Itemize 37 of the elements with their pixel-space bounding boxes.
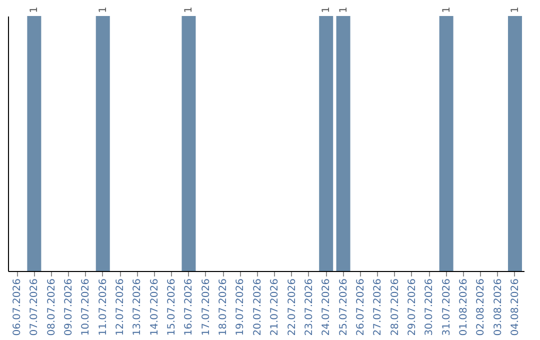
data-label: 1: [338, 6, 350, 13]
x-tick-label: 06.07.2026: [12, 278, 24, 336]
x-tick-label: 04.08.2026: [510, 278, 521, 336]
x-tick-label: 16.07.2026: [184, 278, 195, 336]
x-tick-label: 08.07.2026: [46, 278, 58, 336]
x-tick-label: 03.08.2026: [492, 278, 504, 336]
x-tick-label: 26.07.2026: [355, 278, 366, 336]
x-tick-label: 17.07.2026: [200, 278, 212, 336]
x-tick-label: 24.07.2026: [321, 278, 332, 336]
x-tick-label: 09.07.2026: [64, 278, 75, 336]
x-tick-label: 20.07.2026: [252, 278, 264, 336]
x-tick-label: 18.07.2026: [218, 278, 230, 336]
x-tick-label: 11.07.2026: [98, 278, 109, 336]
x-tick-label: 23.07.2026: [304, 278, 315, 336]
data-label: 1: [441, 6, 452, 13]
x-tick-label: 28.07.2026: [390, 278, 401, 336]
x-tick-label: 19.07.2026: [235, 278, 246, 336]
data-label: 1: [184, 6, 195, 13]
x-tick-label: 31.07.2026: [441, 278, 452, 336]
x-tick-label: 10.07.2026: [80, 278, 92, 336]
data-label: 1: [98, 6, 109, 13]
x-tick-label: 21.07.2026: [270, 278, 281, 336]
data-label: 1: [510, 6, 521, 13]
data-label: 1: [321, 6, 332, 13]
x-tick-label: 27.07.2026: [372, 278, 384, 336]
x-tick-label: 15.07.2026: [166, 278, 178, 336]
x-tick-label: 29.07.2026: [406, 278, 418, 336]
x-tick-label: 12.07.2026: [115, 278, 126, 336]
x-tick-label: 30.07.2026: [424, 278, 436, 336]
x-tick-label: 14.07.2026: [149, 278, 160, 336]
data-label: 1: [29, 6, 40, 13]
x-tick-label: 07.07.2026: [29, 278, 40, 336]
x-tick-label: 01.08.2026: [458, 278, 470, 336]
x-tick-label: 13.07.2026: [132, 278, 144, 336]
x-tick-label: 02.08.2026: [476, 278, 487, 336]
x-tick-label: 22.07.2026: [286, 278, 298, 336]
x-tick-label: 25.07.2026: [338, 278, 350, 336]
